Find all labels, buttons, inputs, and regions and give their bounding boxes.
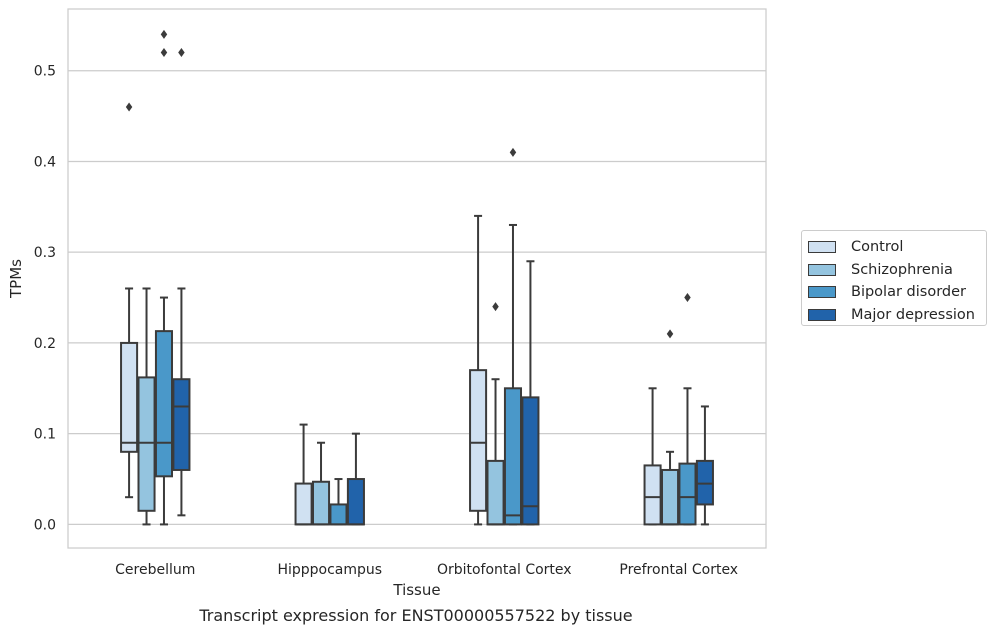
box-body bbox=[329, 503, 348, 526]
legend-item-major-depression: Major depression bbox=[808, 304, 986, 327]
box-body bbox=[311, 480, 331, 526]
plot-frame bbox=[67, 8, 767, 549]
box-bipolar-disorder-prefrontal-cortex bbox=[678, 293, 697, 526]
legend-swatch-schizophrenia bbox=[808, 263, 836, 276]
chart-caption: Transcript expression for ENST0000055752… bbox=[199, 606, 633, 625]
outlier-point bbox=[160, 48, 168, 58]
box-body bbox=[469, 369, 488, 512]
x-tick-label-prefrontal-cortex: Prefrontal Cortex bbox=[619, 562, 738, 578]
box-bipolar-disorder-cerebellum bbox=[154, 29, 174, 526]
legend: Control Schizophrenia Bipolar disorder M… bbox=[801, 230, 987, 326]
x-axis-ticks: Cerebellum Hipppocampus Orbitofontal Corte… bbox=[115, 562, 738, 578]
y-axis-ticks: 0.0 0.1 0.2 0.3 0.4 0.5 bbox=[34, 64, 56, 534]
x-tick-label-orbitofontal-cortex: Orbitofontal Cortex bbox=[437, 562, 572, 578]
y-axis-title: TPMs bbox=[7, 259, 25, 299]
legend-item-bipolar-disorder: Bipolar disorder bbox=[808, 281, 986, 304]
box-control-hipppocampus bbox=[294, 423, 313, 526]
legend-item-schizophrenia: Schizophrenia bbox=[808, 259, 986, 282]
box-body bbox=[346, 478, 365, 526]
box-plot-series bbox=[120, 29, 714, 526]
legend-item-control: Control bbox=[808, 236, 986, 259]
y-tick-label-0-4: 0.4 bbox=[34, 154, 56, 170]
x-axis-title: Tissue bbox=[392, 581, 440, 599]
outlier-point bbox=[160, 29, 168, 39]
box-control-prefrontal-cortex bbox=[643, 387, 662, 526]
box-body bbox=[643, 464, 662, 526]
box-major-depression-cerebellum bbox=[172, 48, 191, 517]
box-body bbox=[660, 468, 680, 526]
legend-swatch-major-depression bbox=[808, 308, 836, 321]
x-tick-label-cerebellum: Cerebellum bbox=[115, 562, 195, 578]
box-body bbox=[137, 376, 156, 512]
box-control-orbitofontal-cortex bbox=[469, 214, 488, 526]
y-tick-label-0-3: 0.3 bbox=[34, 245, 56, 261]
box-schizophrenia-orbitofontal-cortex bbox=[486, 302, 505, 526]
y-tick-label-0-2: 0.2 bbox=[34, 336, 56, 352]
legend-label-bipolar-disorder: Bipolar disorder bbox=[851, 284, 966, 301]
box-major-depression-hipppocampus bbox=[346, 432, 365, 526]
outlier-point bbox=[178, 48, 185, 58]
box-major-depression-orbitofontal-cortex bbox=[521, 260, 540, 526]
outlier-point bbox=[684, 293, 691, 303]
legend-swatch-bipolar-disorder bbox=[808, 286, 836, 299]
legend-label-control: Control bbox=[851, 239, 904, 256]
box-body bbox=[120, 341, 139, 453]
box-body bbox=[678, 462, 697, 526]
legend-label-schizophrenia: Schizophrenia bbox=[851, 261, 953, 278]
box-schizophrenia-hipppocampus bbox=[311, 441, 331, 526]
box-body bbox=[154, 330, 174, 478]
outlier-point bbox=[492, 302, 499, 312]
y-tick-label-0-0: 0.0 bbox=[34, 517, 56, 533]
box-major-depression-prefrontal-cortex bbox=[695, 405, 714, 526]
box-schizophrenia-prefrontal-cortex bbox=[660, 329, 680, 526]
y-tick-label-0-1: 0.1 bbox=[34, 427, 56, 443]
box-schizophrenia-cerebellum bbox=[137, 287, 156, 526]
box-body bbox=[172, 378, 191, 471]
box-body bbox=[486, 459, 505, 526]
box-body bbox=[503, 387, 523, 526]
legend-swatch-control bbox=[808, 241, 836, 254]
outlier-point bbox=[125, 102, 133, 112]
box-body bbox=[294, 482, 313, 526]
box-bipolar-disorder-orbitofontal-cortex bbox=[503, 147, 523, 526]
box-bipolar-disorder-hipppocampus bbox=[329, 478, 348, 526]
y-tick-label-0-5: 0.5 bbox=[34, 64, 56, 80]
box-body bbox=[521, 396, 540, 526]
x-tick-label-hipppocampus: Hipppocampus bbox=[277, 562, 382, 578]
outlier-point bbox=[509, 147, 517, 157]
box-control-cerebellum bbox=[120, 102, 139, 499]
outlier-point bbox=[666, 329, 674, 339]
legend-label-major-depression: Major depression bbox=[851, 306, 975, 323]
